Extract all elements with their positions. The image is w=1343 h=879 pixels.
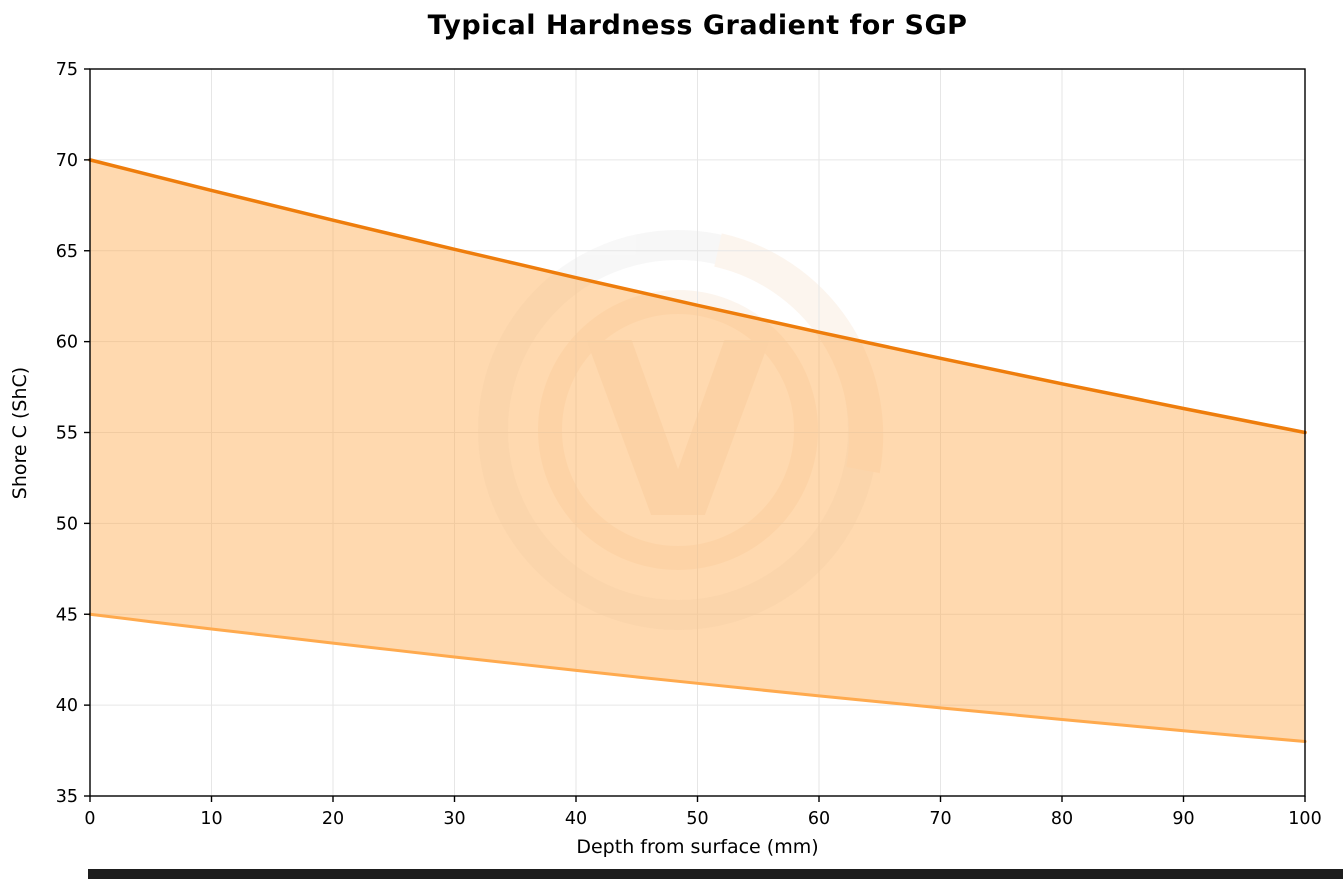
y-tick-label: 50 <box>56 514 78 534</box>
y-tick-label: 55 <box>56 424 78 444</box>
y-tick-labels: 35 40 45 50 55 60 65 70 75 <box>56 60 90 807</box>
x-tick-label: 100 <box>1288 809 1321 829</box>
x-tick-label: 70 <box>929 809 951 829</box>
series-line-0 <box>88 158 1307 435</box>
y-tick-label: 65 <box>56 242 78 262</box>
x-axis-label: Depth from surface (mm) <box>576 836 819 858</box>
x-tick-label: 10 <box>200 809 222 829</box>
y-tick-label: 70 <box>56 151 78 171</box>
x-tick-labels: 0 10 20 30 40 50 60 70 80 90 100 <box>84 796 1322 829</box>
y-tick-label: 35 <box>56 787 78 807</box>
y-tick-label: 75 <box>56 60 78 80</box>
bottom-window-edge <box>88 869 1343 879</box>
x-tick-label: 30 <box>443 809 465 829</box>
x-tick-label: 80 <box>1051 809 1073 829</box>
x-tick-label: 90 <box>1172 809 1194 829</box>
y-tick-label: 45 <box>56 605 78 625</box>
y-axis-label: Shore C (ShC) <box>9 366 31 500</box>
x-tick-label: 20 <box>322 809 344 829</box>
y-tick-label: 60 <box>56 333 78 353</box>
series-line-1 <box>88 612 1307 743</box>
x-tick-label: 0 <box>84 809 95 829</box>
y-tick-label: 40 <box>56 696 78 716</box>
x-tick-label: 50 <box>686 809 708 829</box>
chart-title: Typical Hardness Gradient for SGP <box>427 10 968 41</box>
x-tick-label: 40 <box>565 809 587 829</box>
hardness-band <box>90 159 1305 742</box>
x-tick-label: 60 <box>808 809 830 829</box>
